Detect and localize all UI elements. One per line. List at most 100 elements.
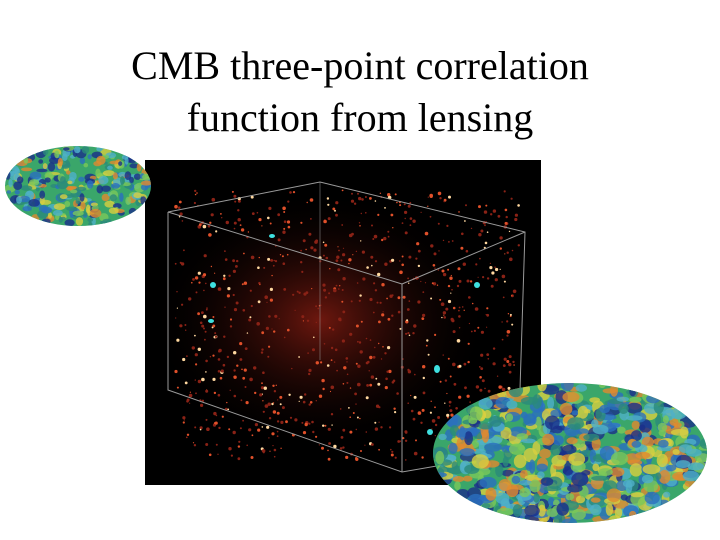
particle [322,424,325,427]
particle [443,316,447,319]
particle [300,261,303,264]
particle [390,453,394,457]
particle [236,259,239,263]
cmb-spot [483,409,492,419]
cmb-map-small-texture [5,146,151,226]
particle [241,283,244,286]
particle [413,395,417,399]
particle [342,277,346,281]
particle [378,320,381,324]
cmb-spot [38,159,44,164]
particle [352,412,355,414]
cmb-spot [75,217,84,226]
particle [277,214,280,216]
particle [466,394,470,398]
particle [470,330,473,333]
particle [282,262,286,266]
particle [335,213,338,217]
cmb-spot [498,479,512,491]
cmb-spot [639,424,646,431]
particle [426,339,429,342]
particle [503,357,507,361]
particle [296,290,299,293]
particle [458,395,462,399]
cmb-spot [484,442,502,452]
particle [508,370,512,374]
particle [382,346,384,348]
particle [390,213,394,217]
particle [205,443,209,446]
particle [228,447,232,451]
particle [258,256,260,259]
particle [374,289,378,292]
particle [444,402,446,404]
particle [376,301,379,304]
particle [229,325,233,328]
particle [315,435,318,438]
particle [174,204,178,209]
particle [308,232,312,236]
particle [449,409,453,413]
particle [460,246,464,250]
particle [204,338,206,341]
particle [473,329,476,332]
particle [300,221,303,224]
particle [359,350,363,354]
particle [458,306,461,309]
particle [207,224,211,228]
particle [197,271,201,275]
particle [246,332,249,334]
cmb-spot [8,179,13,188]
particle [322,283,326,287]
particle [176,338,180,342]
particle [340,259,343,262]
particle [217,358,221,361]
particle [185,329,187,331]
particle [180,262,185,266]
cmb-spot [468,417,478,424]
particle [269,450,271,452]
cmb-spot [41,218,51,224]
cmb-spot [462,475,473,482]
particle [213,391,217,395]
particle [203,314,207,319]
cmb-spot [112,203,122,209]
particle [374,427,379,431]
particle [268,345,271,348]
cmb-spot [562,466,574,476]
particle [283,288,287,291]
particle [203,254,207,258]
particle [229,318,233,321]
particle [328,326,331,329]
cmb-spot [560,383,574,392]
particle [280,420,284,424]
particle [457,267,461,271]
particle [357,192,359,195]
particle [399,440,402,443]
particle [348,262,350,265]
particle [439,197,442,200]
cmb-spot [574,423,581,430]
particle [342,428,346,432]
particle [308,422,311,425]
particle [380,426,383,429]
particle [201,324,205,328]
particle [345,357,349,360]
particle [448,405,451,407]
particle [501,338,504,341]
particle [381,313,385,317]
particle [355,403,357,405]
cmb-spot [592,424,609,435]
particle [233,375,237,379]
particle [306,319,310,322]
cmb-spot [13,181,23,190]
particle [189,391,191,393]
particle [226,355,230,359]
particle [407,368,410,372]
particle [273,330,276,333]
particle [323,288,327,292]
cmb-spot [567,484,583,493]
particle [223,274,226,277]
cmb-spot [537,383,547,392]
cmb-spot [22,206,32,212]
